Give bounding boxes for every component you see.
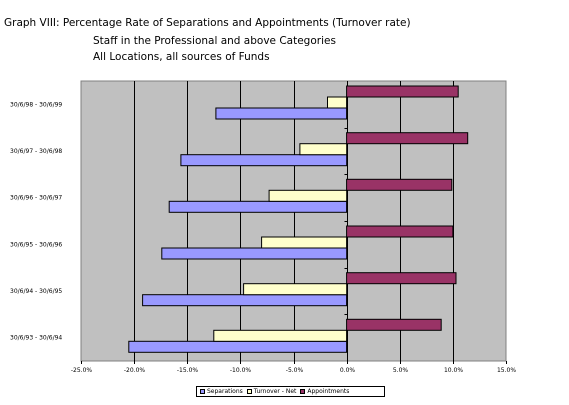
legend-swatch-appointments: [300, 389, 306, 394]
category-label: 30/6/94 - 30/6/95: [10, 288, 62, 295]
bar-separations: [128, 340, 348, 353]
x-tick-label: -10.0%: [230, 367, 252, 374]
legend-swatch-turnover-net: [246, 389, 252, 394]
x-tick-label: -15.0%: [177, 367, 199, 374]
plot-area: [80, 80, 507, 362]
legend-label-appointments: Appointments: [307, 388, 350, 395]
chart-subtitle-locations: All Locations, all sources of Funds: [93, 51, 270, 63]
bar-appointments: [346, 318, 442, 331]
bar-turnover-net: [268, 189, 348, 202]
legend-item-appointments: Appointments: [300, 388, 349, 395]
bar-turnover-net: [243, 283, 348, 296]
legend-item-separations: Separations: [200, 388, 243, 395]
x-tick-label: -5.0%: [286, 367, 304, 374]
x-tick-label: 10.0%: [444, 367, 463, 374]
x-tick-label: -20.0%: [124, 367, 146, 374]
bar-separations: [180, 154, 348, 167]
legend-swatch-separations: [200, 389, 205, 394]
bar-separations: [168, 200, 348, 213]
bar-appointments: [346, 178, 453, 191]
category-label: 30/6/97 - 30/6/98: [10, 148, 62, 155]
bar-appointments: [346, 85, 459, 98]
x-tick-label: -25.0%: [71, 367, 93, 374]
bar-turnover-net: [327, 96, 348, 109]
bar-appointments: [346, 132, 469, 145]
bar-separations: [215, 107, 348, 120]
bar-appointments: [346, 272, 457, 285]
legend-item-turnover-net: Turnover - Net: [246, 388, 297, 395]
bar-turnover-net: [299, 143, 348, 156]
category-label: 30/6/96 - 30/6/97: [10, 195, 62, 202]
bar-turnover-net: [261, 236, 348, 249]
bar-separations: [161, 247, 348, 260]
chart-legend: Separations Turnover - Net Appointments: [196, 386, 385, 397]
bar-appointments: [346, 225, 454, 238]
bar-turnover-net: [213, 329, 348, 342]
x-tick-label: 5.0%: [393, 367, 409, 374]
x-tick-label: 15.0%: [497, 367, 516, 374]
x-tick-label: 0.0%: [340, 367, 356, 374]
category-label: 30/6/93 - 30/6/94: [10, 335, 62, 342]
legend-label-separations: Separations: [207, 388, 243, 395]
legend-label-turnover-net: Turnover - Net: [253, 388, 297, 395]
chart-subtitle-staff: Staff in the Professional and above Cate…: [93, 35, 336, 47]
chart-title: Graph VIII: Percentage Rate of Separatio…: [4, 17, 411, 29]
category-label: 30/6/98 - 30/6/99: [10, 101, 62, 108]
bar-separations: [142, 294, 348, 307]
category-label: 30/6/95 - 30/6/96: [10, 241, 62, 248]
